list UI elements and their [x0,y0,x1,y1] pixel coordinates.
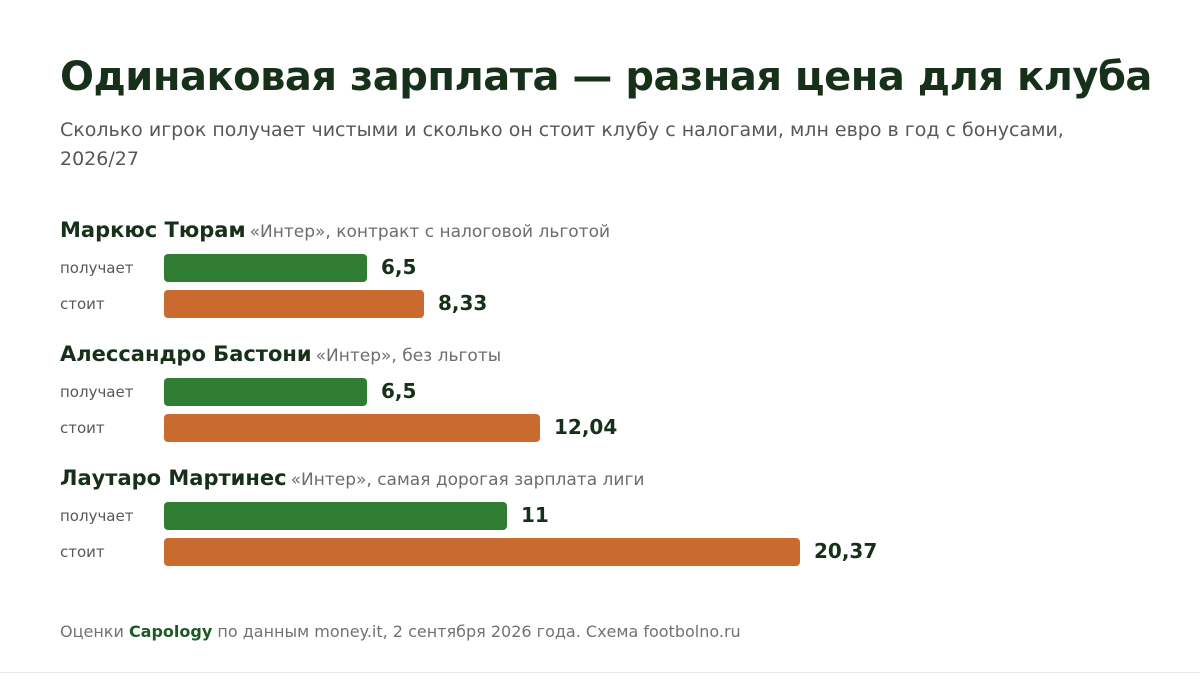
bar-value-label: 11 [521,503,549,527]
player-name: Лаутаро Мартинес [60,466,287,490]
row-label: стоит [60,419,105,437]
player-name: Маркюс Тюрам [60,218,246,242]
player-note: «Интер», без льготы [315,346,502,366]
footer-source: Capology [128,622,213,641]
footer-suffix: по данным money.it, 2 сентября 2026 года… [212,622,741,641]
player-name: Алессандро Бастони [60,342,312,366]
bar-value-label: 12,04 [554,415,618,439]
bottom-divider [0,672,1200,673]
footer-note: Оценки Capology по данным money.it, 2 се… [60,622,741,641]
row-label: получает [60,259,134,277]
row-label: стоит [60,543,105,561]
player-note: «Интер», самая дорогая зарплата лиги [290,470,645,490]
bar-value-label: 8,33 [438,291,488,315]
row-label: стоит [60,295,105,313]
row-label: получает [60,383,134,401]
bar-receives [164,378,367,406]
bar-value-label: 20,37 [814,539,878,563]
chart-subtitle: Сколько игрок получает чистыми и сколько… [60,119,1064,170]
bar-costs [164,290,424,318]
footer-prefix: Оценки [60,622,129,641]
bar-receives [164,254,367,282]
bar-costs [164,414,540,442]
player-note: «Интер», контракт с налоговой льготой [249,222,611,242]
player-group-header: Маркюс Тюрам «Интер», контракт с налогово… [60,218,610,242]
chart-title: Одинаковая зарплата — разная цена для кл… [60,54,1152,100]
bar-costs [164,538,800,566]
bar-receives [164,502,507,530]
player-group-header: Алессандро Бастони «Интер», без льготы [60,342,501,366]
player-group-header: Лаутаро Мартинес «Интер», самая дорогая з… [60,466,644,490]
bar-value-label: 6,5 [381,255,417,279]
bar-value-label: 6,5 [381,379,417,403]
row-label: получает [60,507,134,525]
